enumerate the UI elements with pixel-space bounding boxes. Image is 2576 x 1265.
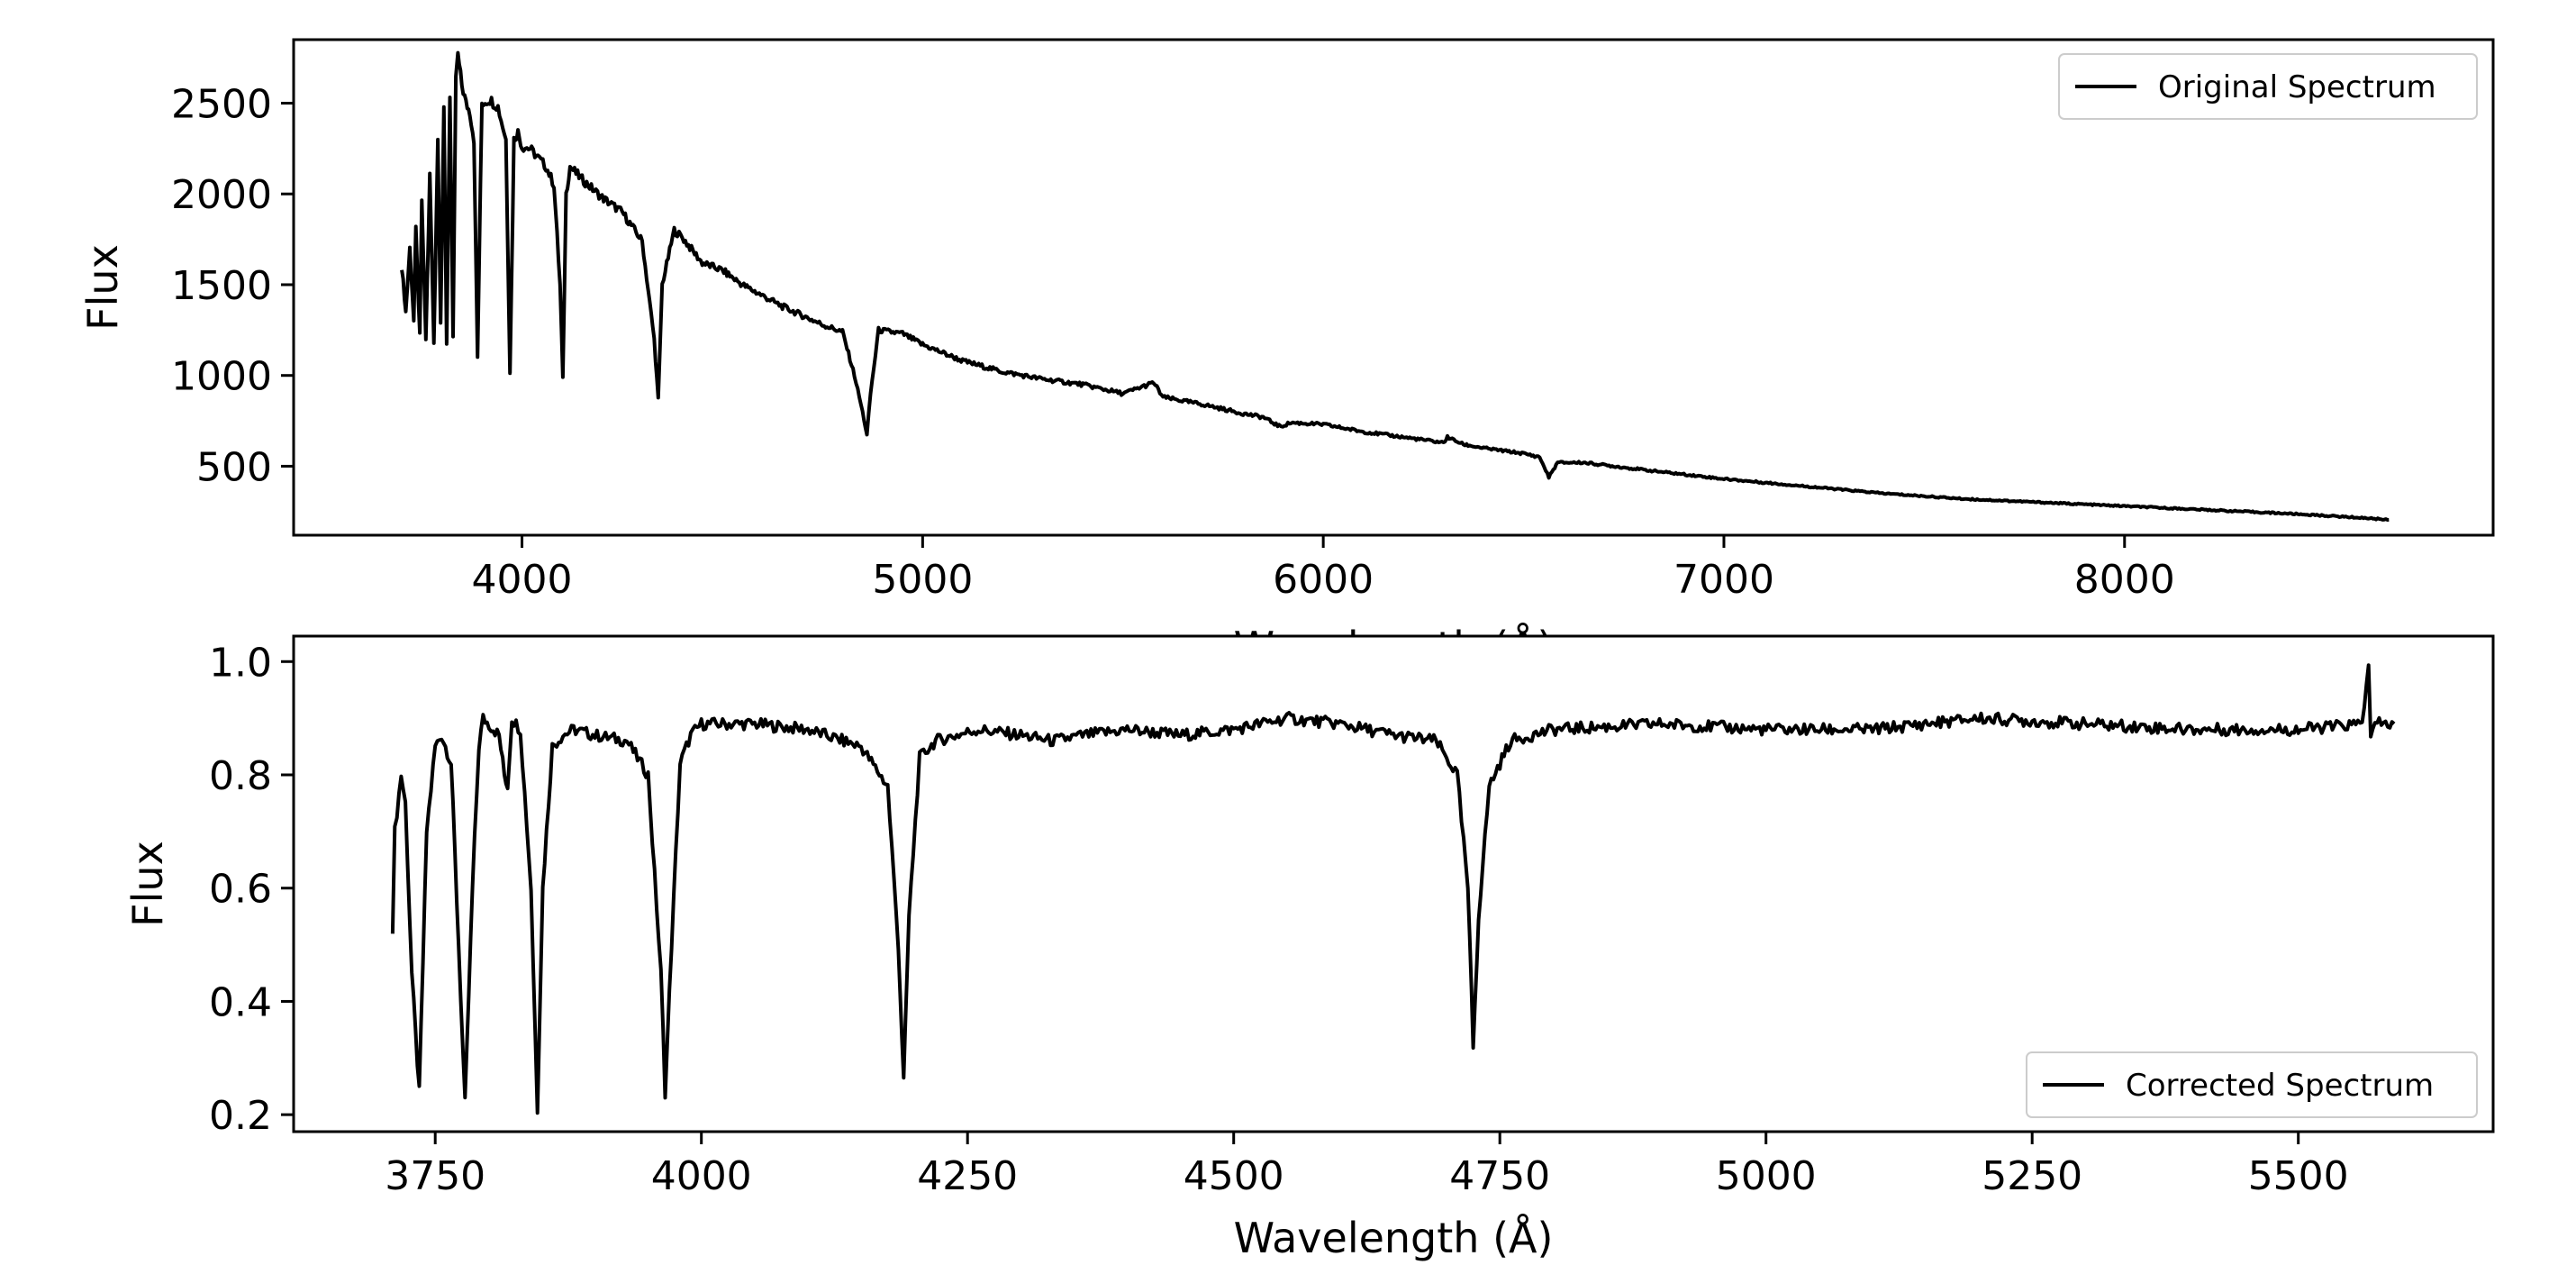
original-x-tick-label: 5000 <box>872 557 973 603</box>
corrected-axes-frame <box>292 634 2495 1133</box>
corrected-y-tick-label: 0.8 <box>209 753 272 799</box>
corrected-legend-box <box>2026 1051 2478 1118</box>
original-legend: Original Spectrum <box>2058 53 2478 120</box>
original-x-tick-label: 6000 <box>1273 557 1374 603</box>
original-spectrum-line <box>400 50 2390 522</box>
corrected-y-tick-label: 0.6 <box>209 867 272 913</box>
corrected-spectrum-line <box>390 663 2396 1115</box>
original-axes-frame <box>292 38 2495 537</box>
original-x-tick-label: 7000 <box>1673 557 1774 603</box>
original-x-tick-label: 4000 <box>472 557 573 603</box>
corrected-axes-background <box>294 636 2493 1132</box>
corrected-y-axis-label: Flux <box>123 841 172 927</box>
corrected-x-tick-label: 4250 <box>917 1153 1018 1199</box>
corrected-x-tick-label: 4750 <box>1449 1153 1550 1199</box>
original-y-tick-label: 2500 <box>171 82 272 128</box>
corrected-spectrum-panel: 3750 4000 4250 4500 4750 5000 5250 5500 0.2 0.4 0.… <box>123 634 2495 1262</box>
original-x-tick-label: 8000 <box>2074 557 2175 603</box>
corrected-x-tick-label: 4000 <box>651 1153 752 1199</box>
corrected-x-tick-label: 5000 <box>1716 1153 1817 1199</box>
original-y-tick-label: 1000 <box>171 354 272 400</box>
original-y-axis-label: Flux <box>78 244 127 331</box>
original-axis-ticks: 4000 5000 6000 7000 8000 500 1000 1500 2000 2500 <box>171 82 2175 603</box>
corrected-y-tick-label: 1.0 <box>209 640 272 686</box>
corrected-y-tick-label: 0.4 <box>209 979 272 1025</box>
corrected-y-tick-label: 0.2 <box>209 1093 272 1139</box>
original-y-tick-label: 500 <box>196 444 272 490</box>
corrected-x-tick-label: 4500 <box>1184 1153 1284 1199</box>
original-legend-box <box>2058 53 2478 120</box>
corrected-x-tick-label: 3750 <box>385 1153 485 1199</box>
corrected-x-tick-label: 5500 <box>2248 1153 2349 1199</box>
corrected-x-axis-label: Wavelength (Å) <box>1234 1214 1554 1262</box>
original-y-tick-label: 2000 <box>171 172 272 218</box>
original-y-tick-label: 1500 <box>171 263 272 309</box>
corrected-legend-label: Corrected Spectrum <box>2126 1068 2434 1104</box>
original-legend-label: Original Spectrum <box>2158 69 2436 105</box>
corrected-axis-ticks: 3750 4000 4250 4500 4750 5000 5250 5500 0.2 0.4 0.… <box>209 640 2349 1199</box>
corrected-legend: Corrected Spectrum <box>2026 1051 2478 1118</box>
corrected-x-tick-label: 5250 <box>1982 1153 2082 1199</box>
